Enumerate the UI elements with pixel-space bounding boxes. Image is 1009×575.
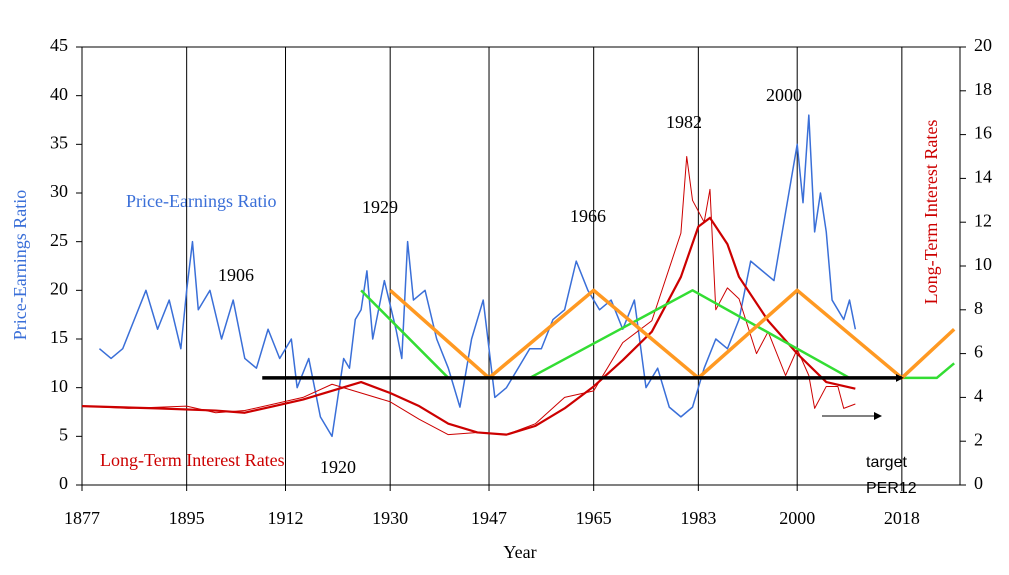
annotation: 1929 [362, 197, 398, 217]
y-tick-label: 40 [50, 84, 68, 104]
x-tick-label: 1965 [576, 508, 612, 528]
y-tick-label: 30 [50, 181, 68, 201]
y-tick-label: 35 [50, 132, 68, 152]
annotation: 1906 [218, 265, 254, 285]
x-tick-label: 1912 [268, 508, 304, 528]
annotation: 1982 [666, 112, 702, 132]
annotation: 1920 [320, 457, 356, 477]
series-line [389, 288, 956, 380]
y-tick-label: 0 [59, 473, 68, 493]
annotation: PER12 [866, 480, 917, 497]
y2-tick-label: 20 [974, 35, 992, 55]
y2-axis-label: Long-Term Interest Rates [921, 120, 941, 305]
x-axis-label: Year [503, 542, 536, 562]
x-tick-label: 2018 [884, 508, 920, 528]
x-tick-label: 1930 [372, 508, 408, 528]
x-tick-label: 1983 [680, 508, 716, 528]
y-tick-label: 15 [50, 327, 68, 347]
y2-tick-label: 4 [974, 386, 983, 406]
y2-tick-label: 0 [974, 473, 983, 493]
y-axis-label: Price-Earnings Ratio [10, 190, 30, 340]
y2-tick-label: 6 [974, 342, 983, 362]
y2-tick-label: 14 [974, 167, 992, 187]
annotation: Price-Earnings Ratio [126, 191, 276, 211]
y-tick-label: 5 [59, 424, 68, 444]
y2-tick-label: 12 [974, 210, 992, 230]
annotation: Long-Term Interest Rates [100, 450, 285, 470]
series-line [98, 114, 857, 438]
annotation: target [866, 454, 907, 471]
x-tick-label: 1947 [471, 508, 507, 528]
y-tick-label: 25 [50, 230, 68, 250]
y-tick-label: 10 [50, 376, 68, 396]
y2-tick-label: 16 [974, 123, 992, 143]
x-tick-label: 2000 [779, 508, 815, 528]
y-tick-label: 20 [50, 278, 68, 298]
x-tick-label: 1895 [169, 508, 205, 528]
y-tick-label: 45 [50, 35, 68, 55]
plot-area [81, 47, 956, 485]
annotation: 2000 [766, 85, 802, 105]
plot-frame [81, 46, 961, 486]
x-tick-label: 1877 [64, 508, 100, 528]
y2-tick-label: 10 [974, 254, 992, 274]
series-line [81, 216, 856, 436]
y2-tick-label: 8 [974, 298, 983, 318]
annotation: 1966 [570, 206, 606, 226]
y2-tick-label: 2 [974, 429, 983, 449]
y2-tick-label: 18 [974, 79, 992, 99]
